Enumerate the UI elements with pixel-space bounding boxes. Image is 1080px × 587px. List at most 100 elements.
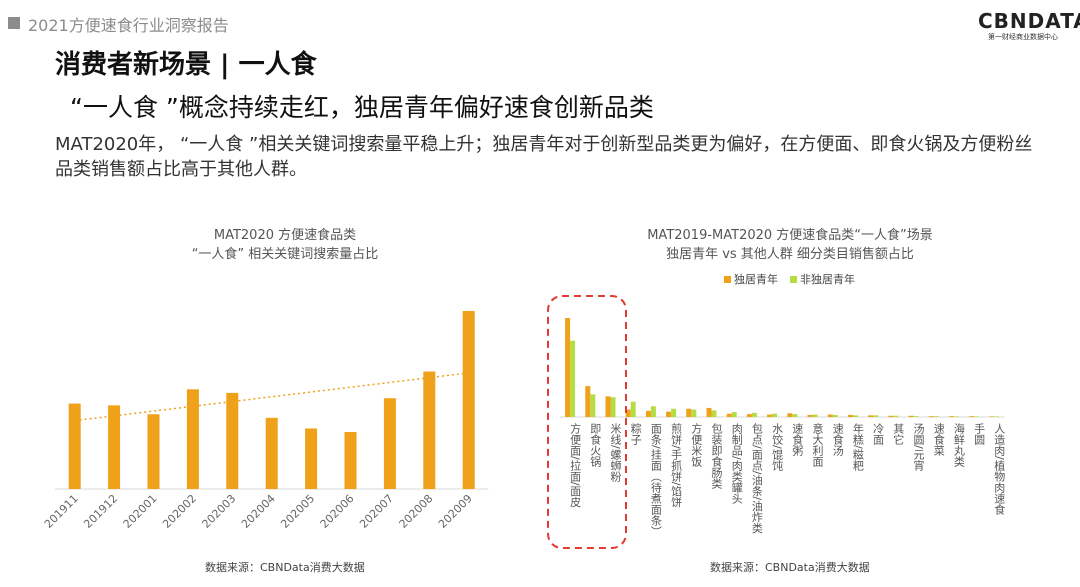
- header-square: [8, 17, 20, 29]
- right-bar-series2: [812, 414, 818, 417]
- right-chart-source: 数据来源：CBNData消费大数据: [710, 561, 870, 574]
- right-bar-series1: [847, 414, 853, 417]
- left-tick-label: 202002: [160, 492, 199, 531]
- right-bar-series1: [565, 318, 571, 417]
- left-bar: [344, 432, 357, 489]
- right-bar-series2: [751, 412, 757, 417]
- left-bar: [265, 417, 278, 489]
- right-tick-label: 速食粥: [791, 423, 804, 457]
- legend-label-series2: 非独居青年: [800, 272, 855, 286]
- cbndata-logo: CBNDATA 第一财经商业数据中心: [978, 9, 1080, 42]
- right-tick-label: 粽子: [629, 422, 642, 445]
- left-tick-label: 202001: [121, 492, 160, 531]
- left-chart-source: 数据来源：CBNData消费大数据: [205, 561, 365, 574]
- right-tick-label: 年糕/糍粑: [851, 422, 864, 472]
- right-tick-label: 即食火锅: [589, 423, 602, 468]
- right-tick-label: 肉制品/肉类罐头: [730, 423, 743, 504]
- right-bar-series1: [827, 414, 833, 417]
- highlight-box: [547, 295, 627, 549]
- right-bar-series1: [948, 416, 954, 417]
- right-bar-series1: [585, 386, 591, 417]
- left-tick-label: 202008: [397, 492, 436, 531]
- right-bar-series1: [767, 414, 773, 417]
- right-chart-subtitle: 独居青年 vs 其他人群 细分类目销售额占比: [666, 247, 914, 262]
- right-bar-series2: [570, 340, 576, 417]
- left-bar: [108, 405, 121, 489]
- right-bar-series1: [969, 416, 975, 417]
- right-bar-series1: [928, 416, 934, 417]
- right-bar-series2: [691, 409, 697, 417]
- legend-swatch-series2: [790, 276, 797, 283]
- page-subtitle: “一人食 ”概念持续走红，独居青年偏好速食创新品类: [70, 93, 654, 122]
- left-bar: [68, 403, 81, 489]
- right-bar-series2: [852, 415, 858, 417]
- right-bar-series2: [590, 394, 596, 417]
- right-bar-series1: [625, 409, 631, 417]
- right-tick-label: 速食汤: [831, 423, 844, 457]
- right-bar-series2: [832, 414, 838, 417]
- left-bar: [226, 392, 239, 489]
- right-tick-label: 冷面: [872, 423, 885, 445]
- right-chart-title-block: MAT2019-MAT2020 方便速食品类“一人食”场景 独居青年 vs 其他…: [610, 226, 970, 264]
- legend-label-series1: 独居青年: [734, 272, 778, 286]
- right-bar-series2: [772, 413, 778, 417]
- right-bar-series1: [726, 413, 732, 417]
- right-bar-series2: [933, 416, 939, 417]
- right-bar-series2: [974, 416, 980, 417]
- right-bar-series2: [953, 416, 959, 417]
- right-tick-label: 人造肉/植物肉速食: [993, 423, 1006, 516]
- right-chart-title: MAT2019-MAT2020 方便速食品类“一人食”场景: [647, 228, 933, 243]
- right-bar-series2: [873, 415, 879, 417]
- left-tick-label: 202004: [239, 492, 278, 531]
- left-bar: [383, 398, 396, 489]
- right-tick-label: 面条/挂面（待煮面条）: [649, 423, 662, 537]
- left-tick-label: 202003: [200, 492, 239, 531]
- left-bar: [423, 371, 436, 489]
- right-bar-series1: [807, 414, 813, 417]
- left-chart-title: MAT2020 方便速食品类: [213, 228, 357, 243]
- right-bar-series2: [610, 397, 616, 417]
- left-bar: [305, 428, 318, 489]
- page-description: MAT2020年， “一人食 ”相关关键词搜索量平稳上升；独居青年对于创新型品类…: [55, 134, 1033, 180]
- right-tick-label: 水饺/馄饨: [771, 423, 784, 471]
- logo-main-text: CBNDATA: [978, 9, 1080, 33]
- right-bar-series1: [908, 415, 914, 417]
- right-bar-series2: [650, 406, 656, 417]
- right-bar-series1: [746, 414, 752, 417]
- right-tick-label: 包装即食肠类: [710, 423, 723, 490]
- right-tick-label: 其它: [892, 423, 905, 445]
- left-chart-subtitle: “一人食” 相关关键词搜索量占比: [191, 247, 379, 262]
- right-tick-label: 方便面/拉面/面皮: [569, 422, 582, 508]
- left-tick-label: 202009: [436, 492, 475, 531]
- right-bar-series1: [787, 413, 793, 417]
- right-bar-series1: [605, 396, 611, 417]
- left-tick-label: 201911: [42, 492, 81, 531]
- left-trendline: [74, 372, 469, 422]
- right-bar-series2: [994, 416, 1000, 417]
- right-bar-series2: [671, 408, 677, 417]
- right-bar-series2: [731, 412, 737, 417]
- legend-swatch-series1: [724, 276, 731, 283]
- right-tick-label: 方便米饭: [690, 422, 703, 468]
- left-bar: [147, 414, 160, 489]
- right-bar-series2: [893, 415, 899, 417]
- right-bar-series2: [711, 410, 717, 417]
- page-title: 消费者新场景 | 一人食: [55, 50, 317, 80]
- right-tick-label: 米线/螺蛳粉: [609, 423, 622, 482]
- left-bar: [186, 389, 199, 489]
- right-tick-label: 速食菜: [932, 423, 945, 457]
- right-bar-series1: [645, 410, 651, 417]
- right-tick-label: 汤圆/元宵: [912, 422, 925, 472]
- right-tick-label: 意大利面: [811, 422, 824, 467]
- right-bar-series2: [913, 416, 919, 417]
- right-bar-series2: [630, 401, 636, 417]
- right-bar-series1: [868, 415, 874, 417]
- left-tick-label: 201912: [81, 492, 120, 531]
- left-tick-label: 202007: [357, 492, 396, 531]
- right-bar-series2: [792, 414, 798, 417]
- left-bar: [462, 311, 475, 489]
- right-tick-label: 海鲜丸类: [952, 422, 965, 468]
- logo-sub-text: 第一财经商业数据中心: [988, 33, 1058, 41]
- right-bar-series1: [666, 411, 672, 417]
